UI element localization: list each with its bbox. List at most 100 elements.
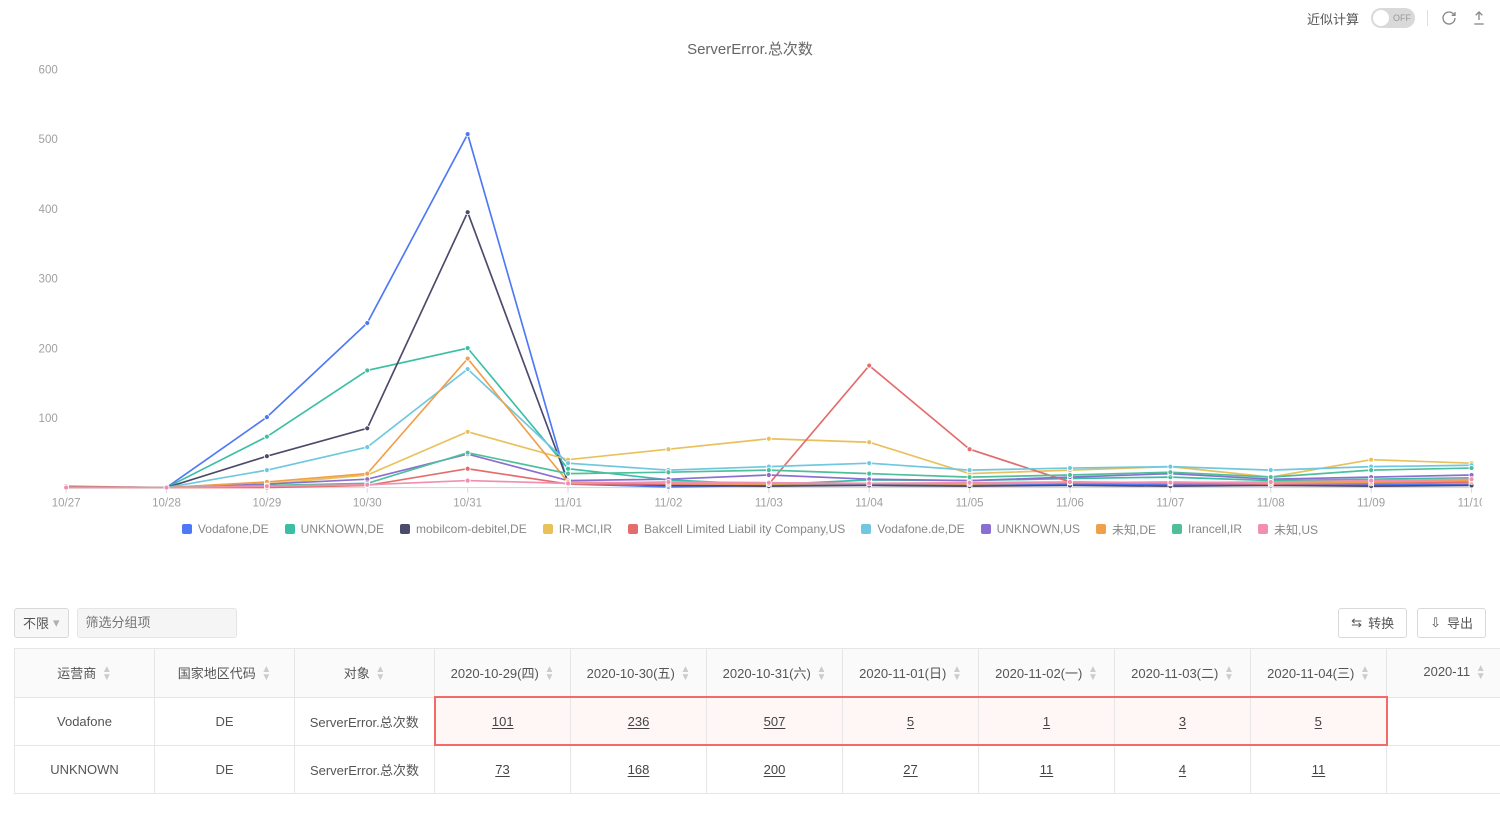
legend-label: UNKNOWN,US	[997, 522, 1080, 536]
legend-label: 未知,US	[1274, 521, 1318, 538]
legend-label: Bakcell Limited Liabil ity Company,US	[644, 522, 845, 536]
table-col-header[interactable]: 2020-11-03(二) ▲▼	[1115, 648, 1251, 697]
topbar: 近似计算 OFF	[0, 0, 1500, 32]
svg-text:10/28: 10/28	[152, 497, 181, 509]
legend-swatch	[628, 524, 638, 534]
legend-label: mobilcom-debitel,DE	[416, 522, 527, 536]
legend-label: 未知,DE	[1112, 521, 1156, 538]
refresh-icon[interactable]	[1440, 9, 1458, 27]
sort-icon: ▲▼	[680, 666, 690, 682]
table-row: VodafoneDEServerError.总次数1012365075135	[15, 697, 1500, 745]
legend-label: IR-MCI,IR	[559, 522, 612, 536]
cell-value[interactable]: 3	[1115, 697, 1251, 745]
legend-label: Vodafone.de,DE	[877, 522, 964, 536]
table-col-header[interactable]: 2020-10-31(六) ▲▼	[707, 648, 843, 697]
svg-text:100: 100	[39, 413, 58, 425]
svg-text:11/01: 11/01	[554, 497, 582, 509]
legend-item[interactable]: Vodafone.de,DE	[861, 521, 964, 538]
cell-value[interactable]: 507	[707, 697, 843, 745]
svg-text:10/27: 10/27	[52, 497, 81, 509]
svg-text:200: 200	[39, 343, 58, 355]
table-header-row: 运营商 ▲▼国家地区代码 ▲▼对象 ▲▼2020-10-29(四) ▲▼2020…	[15, 648, 1500, 697]
legend-item[interactable]: Irancell,IR	[1172, 521, 1242, 538]
svg-text:11/09: 11/09	[1357, 497, 1385, 509]
table-col-header[interactable]: 2020-11-01(日) ▲▼	[843, 648, 979, 697]
svg-text:11/04: 11/04	[855, 497, 884, 509]
svg-text:11/07: 11/07	[1156, 497, 1184, 509]
legend-item[interactable]: UNKNOWN,US	[981, 521, 1080, 538]
table-col-header[interactable]: 2020-10-29(四) ▲▼	[435, 648, 571, 697]
svg-text:400: 400	[39, 204, 58, 216]
legend-item[interactable]: mobilcom-debitel,DE	[400, 521, 527, 538]
upload-icon[interactable]	[1470, 9, 1488, 27]
cell-value[interactable]	[1387, 697, 1500, 745]
legend-label: UNKNOWN,DE	[301, 522, 384, 536]
download-icon: ⇩	[1430, 615, 1441, 631]
cell-value[interactable]: 73	[435, 745, 571, 793]
legend-item[interactable]: UNKNOWN,DE	[285, 521, 384, 538]
cell-value[interactable]: 101	[435, 697, 571, 745]
convert-button[interactable]: ⇆ 转换	[1338, 608, 1407, 638]
svg-text:10/31: 10/31	[453, 497, 482, 509]
cell-value[interactable]: 27	[843, 745, 979, 793]
approx-calc-toggle[interactable]: OFF	[1371, 8, 1415, 28]
line-chart: 10020030040050060010/2710/2810/2910/3010…	[18, 63, 1482, 513]
cell-value[interactable]: 1	[979, 697, 1115, 745]
cell-value[interactable]: 4	[1115, 745, 1251, 793]
chevron-down-icon: ▾	[53, 615, 60, 631]
legend-swatch	[543, 524, 553, 534]
legend-item[interactable]: 未知,US	[1258, 521, 1318, 538]
chart-legend: Vodafone,DE UNKNOWN,DE mobilcom-debitel,DE…	[18, 513, 1482, 558]
legend-swatch	[400, 524, 410, 534]
table-col-header[interactable]: 国家地区代码 ▲▼	[155, 648, 295, 697]
cell-value[interactable]: 236	[571, 697, 707, 745]
limit-select[interactable]: 不限 ▾	[14, 608, 69, 638]
cell-carrier: Vodafone	[15, 697, 155, 745]
svg-text:11/10: 11/10	[1458, 497, 1482, 509]
data-table-wrap: 运营商 ▲▼国家地区代码 ▲▼对象 ▲▼2020-10-29(四) ▲▼2020…	[0, 648, 1500, 794]
svg-text:500: 500	[39, 134, 58, 146]
legend-swatch	[861, 524, 871, 534]
legend-label: Vodafone,DE	[198, 522, 269, 536]
table-col-header[interactable]: 2020-11-02(一) ▲▼	[979, 648, 1115, 697]
cell-value[interactable]: 168	[571, 745, 707, 793]
cell-value[interactable]: 200	[707, 745, 843, 793]
table-row: UNKNOWNDEServerError.总次数731682002711411	[15, 745, 1500, 793]
cell-obj: ServerError.总次数	[295, 697, 435, 745]
svg-text:11/06: 11/06	[1056, 497, 1084, 509]
svg-text:11/03: 11/03	[755, 497, 783, 509]
cell-value[interactable]: 5	[843, 697, 979, 745]
cell-value[interactable]: 5	[1251, 697, 1387, 745]
table-col-header[interactable]: 2020-11 ▲▼	[1387, 648, 1500, 697]
cell-cc: DE	[155, 697, 295, 745]
legend-swatch	[1258, 524, 1268, 534]
cell-value[interactable]: 11	[979, 745, 1115, 793]
swap-icon: ⇆	[1351, 615, 1362, 631]
data-table: 运营商 ▲▼国家地区代码 ▲▼对象 ▲▼2020-10-29(四) ▲▼2020…	[14, 648, 1500, 794]
svg-text:11/05: 11/05	[956, 497, 984, 509]
cell-cc: DE	[155, 745, 295, 793]
cell-value[interactable]: 11	[1251, 745, 1387, 793]
sort-icon: ▲▼	[375, 666, 385, 682]
legend-item[interactable]: IR-MCI,IR	[543, 521, 612, 538]
table-col-header[interactable]: 对象 ▲▼	[295, 648, 435, 697]
table-col-header[interactable]: 2020-11-04(三) ▲▼	[1251, 648, 1387, 697]
legend-swatch	[285, 524, 295, 534]
group-filter-input[interactable]	[77, 608, 237, 638]
legend-item[interactable]: Vodafone,DE	[182, 521, 269, 538]
legend-item[interactable]: Bakcell Limited Liabil ity Company,US	[628, 521, 845, 538]
sort-icon: ▲▼	[952, 666, 962, 682]
table-col-header[interactable]: 2020-10-30(五) ▲▼	[571, 648, 707, 697]
chart-title: ServerError.总次数	[18, 32, 1482, 63]
sort-icon: ▲▼	[1088, 666, 1098, 682]
sort-icon: ▲▼	[816, 666, 826, 682]
sort-icon: ▲▼	[261, 666, 271, 682]
legend-item[interactable]: 未知,DE	[1096, 521, 1156, 538]
table-col-header[interactable]: 运营商 ▲▼	[15, 648, 155, 697]
sort-icon: ▲▼	[544, 666, 554, 682]
cell-value[interactable]	[1387, 745, 1500, 793]
svg-text:11/02: 11/02	[654, 497, 682, 509]
approx-calc-label: 近似计算	[1307, 9, 1359, 28]
export-button[interactable]: ⇩ 导出	[1417, 608, 1486, 638]
sort-icon: ▲▼	[1476, 665, 1486, 681]
